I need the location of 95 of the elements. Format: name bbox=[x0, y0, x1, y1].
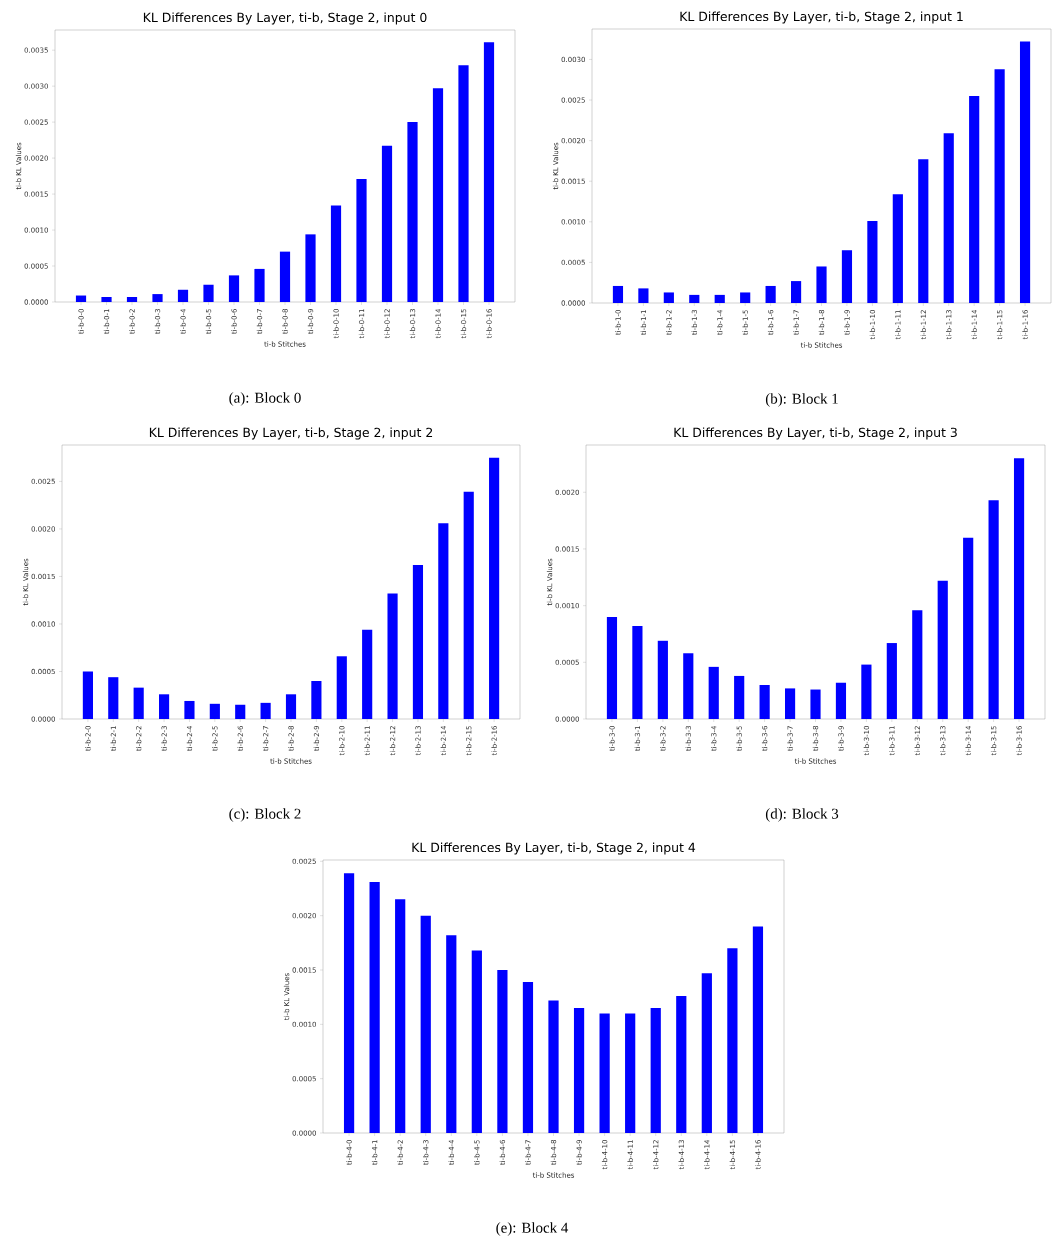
bar bbox=[867, 221, 878, 303]
bar bbox=[657, 640, 668, 720]
bar bbox=[701, 973, 712, 1134]
bar bbox=[1013, 458, 1025, 720]
text: (c): Block 2 bbox=[229, 808, 301, 822]
bar bbox=[432, 88, 444, 302]
text: (d): Block 3 bbox=[765, 808, 839, 822]
bar bbox=[861, 664, 872, 720]
bar bbox=[412, 565, 424, 720]
bar bbox=[841, 250, 853, 303]
bar bbox=[522, 981, 534, 1134]
bar bbox=[152, 294, 163, 302]
bar bbox=[446, 935, 457, 1134]
bar bbox=[625, 1013, 636, 1134]
bar bbox=[918, 159, 929, 303]
bar bbox=[471, 950, 482, 1134]
bar bbox=[943, 133, 954, 303]
bar bbox=[279, 251, 291, 302]
bar bbox=[994, 69, 1005, 303]
bar bbox=[912, 610, 923, 720]
bar bbox=[810, 689, 821, 720]
bar bbox=[650, 1008, 661, 1134]
chart-title: KL Differences By Layer, ti-b, Stage 2, input 4 bbox=[412, 842, 696, 855]
bar bbox=[387, 593, 398, 720]
bar bbox=[765, 285, 776, 303]
bar bbox=[133, 687, 144, 720]
bar bbox=[330, 205, 342, 302]
bar bbox=[343, 873, 355, 1134]
bar bbox=[209, 703, 220, 720]
chart-title: KL Differences By Layer, ti-b, Stage 2, input 3 bbox=[674, 427, 957, 440]
chart-title: KL Differences By Layer, ti-b, Stage 2, input 1 bbox=[680, 11, 963, 24]
bar bbox=[483, 42, 495, 302]
bar bbox=[203, 284, 214, 302]
bar bbox=[632, 626, 643, 720]
bar bbox=[305, 234, 316, 302]
bar bbox=[734, 675, 745, 720]
bar bbox=[75, 295, 87, 302]
bar bbox=[790, 281, 802, 303]
bar bbox=[458, 65, 469, 302]
bar bbox=[184, 700, 195, 720]
bar bbox=[714, 294, 725, 303]
bar bbox=[599, 1013, 610, 1134]
bar bbox=[638, 288, 649, 303]
bar bbox=[438, 523, 449, 720]
bar bbox=[969, 95, 980, 303]
bar bbox=[759, 685, 770, 720]
bar bbox=[311, 680, 322, 720]
bar bbox=[369, 881, 380, 1134]
bar bbox=[177, 289, 189, 302]
text: (e): Block 4 bbox=[496, 1222, 569, 1236]
bar bbox=[463, 491, 474, 720]
bar bbox=[228, 275, 240, 302]
bar bbox=[816, 266, 827, 303]
bar bbox=[740, 292, 751, 303]
bar bbox=[548, 1000, 559, 1134]
bar bbox=[612, 285, 624, 303]
bar bbox=[82, 671, 93, 720]
chart-title: KL Differences By Layer, ti-b, Stage 2, input 0 bbox=[143, 12, 427, 25]
bar bbox=[420, 915, 431, 1134]
bar bbox=[285, 694, 297, 720]
bar bbox=[336, 656, 347, 720]
bar bbox=[497, 970, 508, 1134]
bar bbox=[260, 702, 271, 720]
bar bbox=[407, 122, 418, 302]
bar bbox=[988, 500, 999, 720]
bar bbox=[573, 1008, 585, 1134]
bar bbox=[937, 580, 948, 720]
bar bbox=[689, 294, 700, 303]
bar bbox=[784, 688, 796, 720]
bar bbox=[752, 926, 764, 1134]
bar bbox=[835, 682, 847, 720]
chart-title: KL Differences By Layer, ti-b, Stage 2, input 2 bbox=[149, 427, 433, 440]
bar bbox=[158, 694, 170, 720]
bar bbox=[254, 268, 265, 302]
bar bbox=[963, 537, 974, 720]
bar bbox=[362, 629, 373, 720]
text: (b): Block 1 bbox=[765, 393, 838, 407]
bar bbox=[708, 666, 719, 720]
bar bbox=[727, 948, 738, 1134]
bar bbox=[676, 996, 687, 1134]
bar bbox=[606, 616, 618, 720]
bar bbox=[683, 653, 694, 720]
bar bbox=[395, 899, 406, 1134]
bar bbox=[1019, 41, 1031, 303]
bar bbox=[381, 145, 393, 302]
bar bbox=[356, 178, 367, 302]
bar bbox=[108, 677, 119, 720]
bar bbox=[235, 704, 246, 720]
text: (a): Block 0 bbox=[229, 392, 301, 406]
bar bbox=[886, 643, 897, 720]
bar bbox=[489, 457, 500, 720]
bar bbox=[126, 296, 138, 302]
bar bbox=[892, 194, 903, 303]
bar bbox=[663, 292, 674, 303]
bar bbox=[101, 296, 112, 302]
